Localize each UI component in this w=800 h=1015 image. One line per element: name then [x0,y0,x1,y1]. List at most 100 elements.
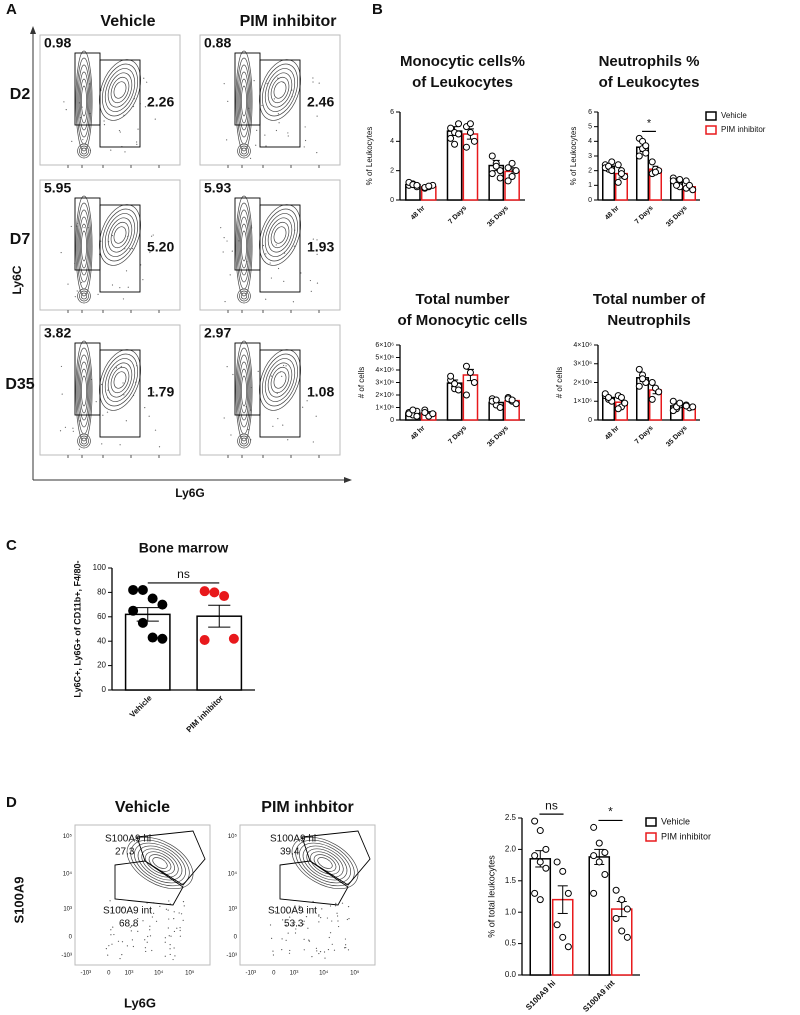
event-dot [261,104,263,107]
contour [236,57,252,145]
event-dot [82,138,84,141]
contour [235,340,253,442]
event-dot [347,949,350,951]
data-point [488,170,496,178]
contour [110,76,130,104]
y-tick-label: 3×10⁶ [573,361,592,368]
event-dot [305,916,308,918]
event-dot [309,387,311,389]
event-dot [269,262,271,264]
contour [239,223,249,269]
data-point [614,178,622,186]
data-point [425,182,433,190]
contour [104,358,136,402]
y-tick-label: 5 [588,124,592,131]
contour [273,81,287,99]
flow-tick-label: 10⁵ [350,970,360,977]
event-dot [304,126,306,128]
event-dot [270,277,273,279]
data-point [455,386,463,394]
y-tick-label: 2 [588,168,592,175]
panel-label: B [372,1,383,18]
event-dot [169,948,171,950]
data-point [642,149,650,157]
event-dot [120,365,122,368]
event-dot [232,373,234,376]
event-dot [300,272,302,274]
gate [259,349,301,438]
data-point [614,161,622,169]
event-dot [119,131,121,133]
contour [291,836,359,890]
data-point [137,617,148,628]
data-point [455,130,463,138]
event-dot [285,365,287,367]
event-dot [124,151,126,153]
flow-plot-frame [239,824,376,966]
gate-name: S100A9 hi [270,834,316,845]
gate [259,204,301,293]
row-label: D35 [5,376,34,393]
y-tick-label: 1×10⁶ [573,398,592,405]
event-dot [293,245,295,247]
event-dot [129,926,131,928]
legend-label: PIM inhibitor [661,831,711,841]
contour [273,226,287,244]
event-dot [127,286,129,288]
event-dot [152,234,154,236]
contour [270,76,290,104]
y-tick-label: 60 [97,612,106,621]
event-dot [61,393,63,395]
event-dot [137,917,139,920]
event-dot [318,82,320,84]
flow-tick-label: -10³ [61,953,72,959]
data-point [542,845,550,853]
contour [79,435,89,447]
event-dot [316,115,318,117]
contour [80,147,88,155]
contour [237,64,251,138]
event-dot [312,900,314,903]
data-point [128,584,139,595]
contour [79,223,89,269]
event-dot [302,911,304,913]
event-dot [132,105,135,108]
event-dot [119,906,121,908]
data-point [608,167,616,175]
event-dot [310,290,312,292]
data-point [466,120,474,128]
data-point [199,586,210,597]
event-dot [179,935,181,937]
event-dot [327,948,330,951]
event-dot [149,251,151,254]
data-point [542,864,550,872]
event-dot [337,920,339,922]
y-axis-label: Ly6C+, Ly6G+ of CD11b+, F4/80- [72,560,82,697]
event-dot [167,909,169,911]
contour [237,209,251,283]
event-dot [126,945,128,947]
contour [77,64,91,138]
event-dot [106,411,109,413]
significance-label: * [608,805,613,819]
data-point [496,167,504,175]
event-dot [287,932,289,934]
event-dot [168,900,170,902]
contour [113,371,127,389]
event-dot [318,915,320,917]
data-point [209,587,220,598]
event-dot [247,428,249,431]
contour [137,845,183,881]
contour [238,361,250,421]
data-point [590,852,598,860]
gate-percent: 5.93 [204,180,231,196]
event-dot [101,383,103,386]
y-tick-label: 0 [588,417,592,424]
flow-tick-label: 10⁴ [154,970,164,977]
flow-tick-label: -10³ [226,953,237,959]
flow-tick-label: 0 [272,971,276,977]
contour [241,230,247,262]
flow-tick-label: 10³ [290,971,299,977]
gate [301,830,371,886]
event-dot [335,902,337,904]
